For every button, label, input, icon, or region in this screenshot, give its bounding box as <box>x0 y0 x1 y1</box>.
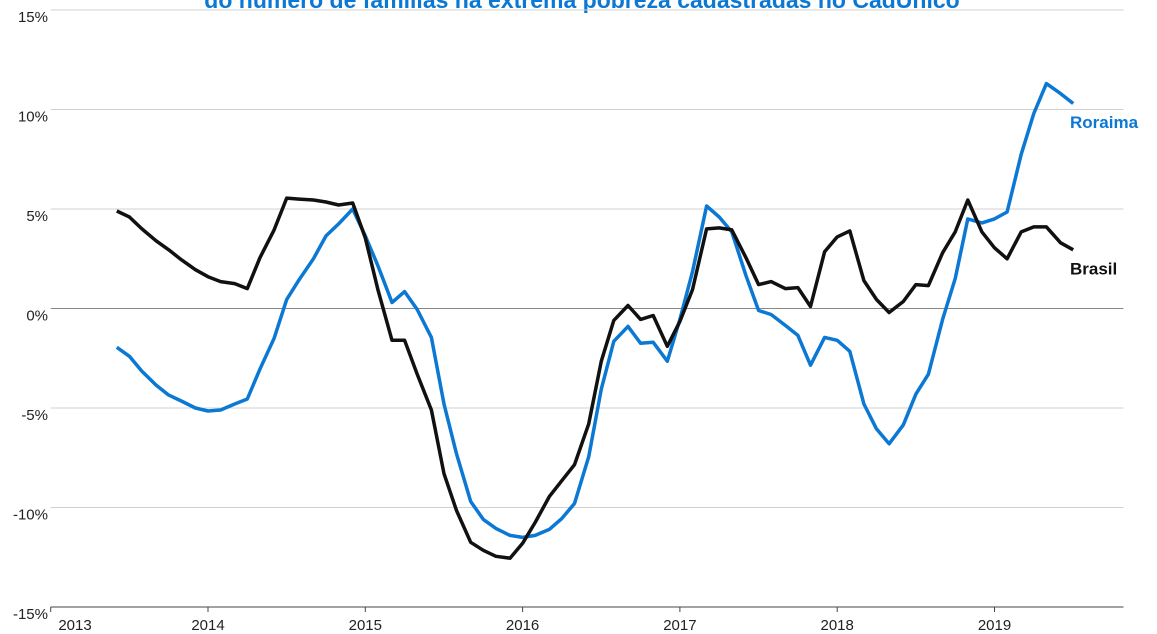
y-tick-label: 10% <box>18 108 48 125</box>
x-tick-label: 2018 <box>821 617 854 634</box>
series-line <box>115 81 1075 540</box>
y-tick-label: -15% <box>13 606 48 623</box>
series-label: Brasil <box>1070 259 1117 278</box>
y-tick-label: -10% <box>13 506 48 523</box>
y-tick-label: 15% <box>18 9 48 26</box>
x-tick-label: 2013 <box>58 617 91 634</box>
chart-title: do número de famílias na extrema pobreza… <box>204 0 959 13</box>
series-label: Roraima <box>1070 113 1139 132</box>
series-line <box>116 196 1075 560</box>
y-tick-label: -5% <box>21 407 48 424</box>
x-tick-label: 2019 <box>978 617 1011 634</box>
y-tick-label: 5% <box>26 208 48 225</box>
x-tick-label: 2015 <box>349 617 382 634</box>
x-tick-label: 2017 <box>663 617 696 634</box>
x-tick-label: 2016 <box>506 617 539 634</box>
y-tick-label: 0% <box>26 307 48 324</box>
x-tick-label: 2014 <box>191 617 224 634</box>
